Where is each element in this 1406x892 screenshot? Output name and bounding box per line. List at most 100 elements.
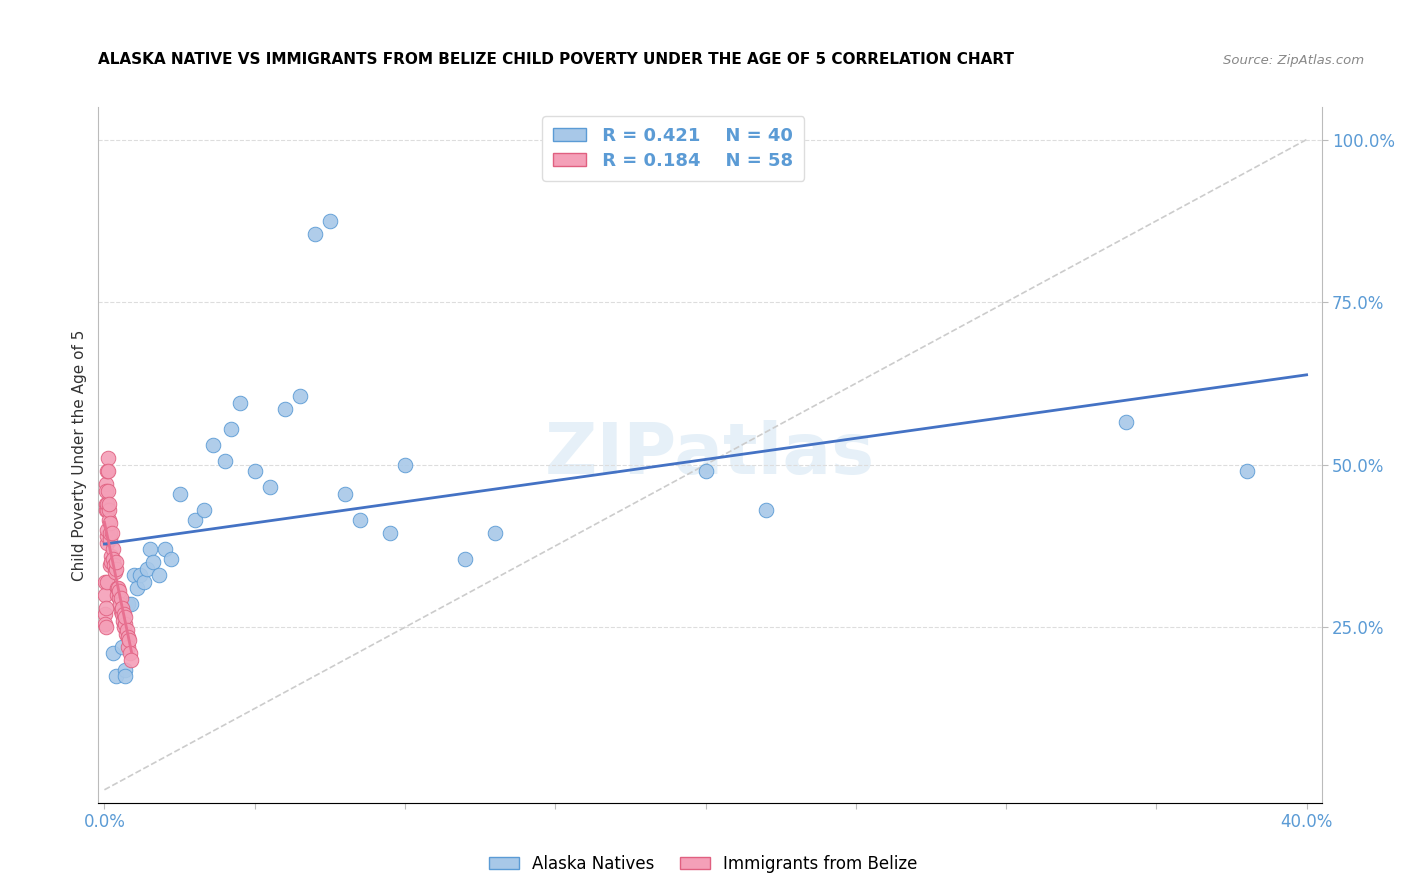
Point bbox=[274, 402, 297, 417]
Text: ALASKA NATIVE VS IMMIGRANTS FROM BELIZE CHILD POVERTY UNDER THE AGE OF 5 CORRELA: ALASKA NATIVE VS IMMIGRANTS FROM BELIZE … bbox=[98, 52, 1014, 67]
Point bbox=[94, 588, 117, 602]
Point bbox=[96, 535, 118, 549]
Point bbox=[159, 552, 181, 566]
Point bbox=[183, 513, 205, 527]
Point bbox=[132, 574, 155, 589]
Point bbox=[1115, 416, 1137, 430]
Point bbox=[97, 464, 120, 478]
Point bbox=[94, 620, 117, 634]
Point bbox=[105, 669, 128, 683]
Point bbox=[112, 607, 135, 622]
Point bbox=[319, 214, 342, 228]
Point bbox=[100, 555, 122, 569]
Point bbox=[304, 227, 326, 241]
Point bbox=[124, 568, 146, 582]
Point bbox=[394, 458, 416, 472]
Point bbox=[111, 640, 134, 654]
Point bbox=[105, 588, 128, 602]
Point bbox=[114, 669, 136, 683]
Legend:  R = 0.421    N = 40,  R = 0.184    N = 58: R = 0.421 N = 40, R = 0.184 N = 58 bbox=[543, 116, 804, 181]
Point bbox=[695, 464, 717, 478]
Point bbox=[96, 574, 118, 589]
Point bbox=[94, 497, 117, 511]
Point bbox=[121, 598, 143, 612]
Point bbox=[104, 562, 127, 576]
Point bbox=[484, 525, 506, 540]
Point bbox=[120, 653, 142, 667]
Point bbox=[96, 503, 118, 517]
Legend: Alaska Natives, Immigrants from Belize: Alaska Natives, Immigrants from Belize bbox=[482, 848, 924, 880]
Point bbox=[104, 565, 127, 579]
Point bbox=[112, 614, 135, 628]
Point bbox=[228, 396, 250, 410]
Point bbox=[103, 558, 125, 573]
Text: ZIPatlas: ZIPatlas bbox=[546, 420, 875, 490]
Point bbox=[103, 552, 125, 566]
Point bbox=[378, 525, 401, 540]
Point bbox=[96, 477, 118, 491]
Point bbox=[214, 454, 236, 468]
Point bbox=[110, 591, 132, 605]
Point bbox=[98, 533, 121, 547]
Point bbox=[112, 620, 135, 634]
Point bbox=[105, 581, 128, 595]
Point bbox=[755, 503, 778, 517]
Point bbox=[135, 562, 157, 576]
Point bbox=[94, 607, 117, 622]
Point bbox=[117, 598, 139, 612]
Point bbox=[115, 624, 138, 638]
Point bbox=[117, 640, 139, 654]
Point bbox=[1236, 464, 1258, 478]
Point bbox=[333, 487, 356, 501]
Point bbox=[201, 438, 224, 452]
Point bbox=[219, 422, 242, 436]
Point bbox=[98, 516, 121, 531]
Y-axis label: Child Poverty Under the Age of 5: Child Poverty Under the Age of 5 bbox=[72, 329, 87, 581]
Point bbox=[454, 552, 477, 566]
Point bbox=[105, 555, 128, 569]
Point bbox=[108, 584, 131, 599]
Point bbox=[114, 617, 136, 632]
Point bbox=[96, 464, 118, 478]
Point bbox=[97, 513, 120, 527]
Point bbox=[138, 542, 160, 557]
Point bbox=[114, 663, 136, 677]
Point bbox=[100, 558, 122, 573]
Point bbox=[97, 483, 120, 498]
Text: Source: ZipAtlas.com: Source: ZipAtlas.com bbox=[1223, 54, 1364, 67]
Point bbox=[108, 598, 131, 612]
Point bbox=[94, 600, 117, 615]
Point bbox=[148, 568, 170, 582]
Point bbox=[243, 464, 266, 478]
Point bbox=[100, 549, 122, 563]
Point bbox=[97, 451, 120, 466]
Point bbox=[114, 610, 136, 624]
Point bbox=[129, 568, 152, 582]
Point bbox=[111, 600, 134, 615]
Point bbox=[101, 525, 124, 540]
Point bbox=[94, 617, 117, 632]
Point bbox=[94, 574, 117, 589]
Point bbox=[193, 503, 215, 517]
Point bbox=[96, 497, 118, 511]
Point bbox=[96, 523, 118, 537]
Point bbox=[153, 542, 176, 557]
Point bbox=[96, 483, 118, 498]
Point bbox=[127, 581, 149, 595]
Point bbox=[103, 646, 125, 660]
Point bbox=[94, 503, 117, 517]
Point bbox=[110, 604, 132, 618]
Point bbox=[101, 542, 124, 557]
Point bbox=[349, 513, 371, 527]
Point bbox=[97, 503, 120, 517]
Point bbox=[118, 646, 141, 660]
Point bbox=[259, 480, 281, 494]
Point bbox=[98, 497, 121, 511]
Point bbox=[115, 626, 138, 640]
Point bbox=[108, 591, 131, 605]
Point bbox=[107, 581, 129, 595]
Point bbox=[96, 529, 118, 543]
Point bbox=[169, 487, 191, 501]
Point bbox=[111, 607, 134, 622]
Point bbox=[117, 630, 139, 644]
